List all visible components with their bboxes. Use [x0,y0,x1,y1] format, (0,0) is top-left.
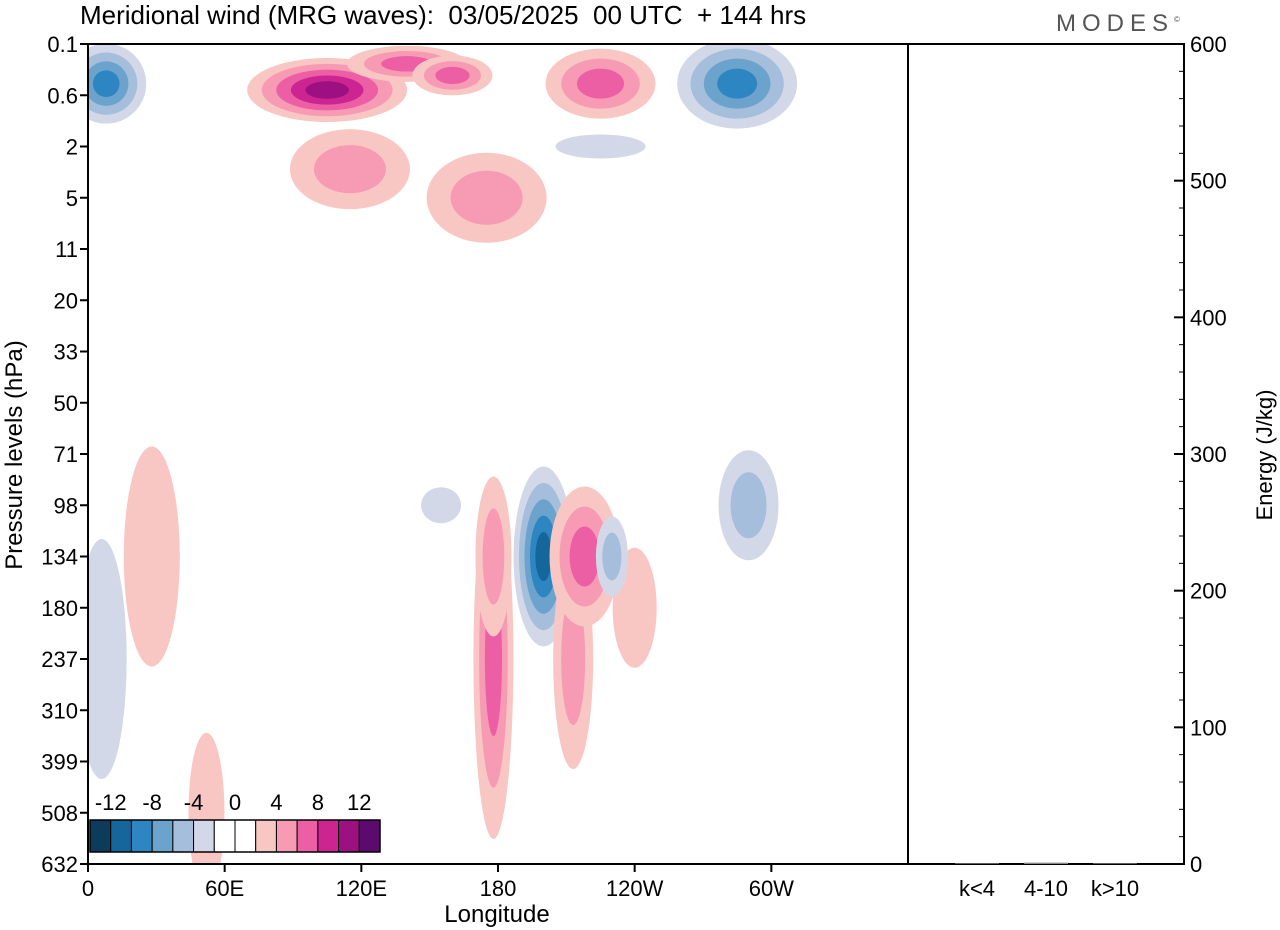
modes-logo: MODES© [1056,10,1180,37]
y-tick-label: 237 [41,647,78,672]
negative-contour [555,134,646,159]
energy-category-label: k>10 [1091,876,1139,901]
negative-contour [92,70,120,97]
colorbar-label: 12 [347,790,371,815]
energy-tick-label: 600 [1190,32,1227,57]
positive-contour [450,170,523,225]
colorbar-label: -8 [142,790,162,815]
x-tick-label: 60E [205,876,244,901]
colorbar-swatch [213,819,236,853]
y-tick-label: 98 [54,493,78,518]
colorbar-label: -12 [95,790,127,815]
positive-contour [569,526,600,587]
y-tick-label: 399 [41,750,78,775]
colorbar-swatch [338,819,360,853]
positive-contour [482,508,505,605]
x-tick-label: 120W [606,876,664,901]
y-tick-label: 0.6 [47,83,78,108]
energy-bar [1093,863,1137,864]
energy-frame [907,43,1185,865]
contour-field [88,44,798,864]
colorbar-swatch [234,819,257,853]
y-tick-label: 180 [41,596,78,621]
y-tick-label: 632 [41,852,78,877]
energy-tick-label: 100 [1190,715,1227,740]
colorbar-label: -4 [184,790,204,815]
chart-title: Meridional wind (MRG waves): 03/05/2025 … [80,0,807,30]
negative-contour [602,532,622,581]
colorbar-swatch [358,819,381,853]
y-tick-label: 11 [55,237,78,262]
energy-category-label: 4-10 [1024,876,1068,901]
y-tick-label: 0.1 [47,32,78,57]
y-axis-label: Pressure levels (hPa) [1,340,28,569]
energy-tick-label: 0 [1190,852,1202,877]
y-tick-label: 508 [41,801,78,826]
energy-tick-label: 400 [1190,305,1227,330]
pressure-axis: 0.1 0.6 2 5 11 20 33 50 71 98 134 180 237 310 399 508 63… [41,32,88,877]
colorbar-swatch [89,819,112,853]
positive-contour [305,81,349,99]
y-tick-label: 134 [41,545,78,570]
colorbar-swatch [151,819,174,853]
y-tick-label: 20 [54,288,78,313]
colorbar: -12 -8 -4 0 4 8 12 [89,790,381,853]
negative-contour [535,531,552,582]
negative-contour [717,68,758,99]
y-tick-label: 5 [66,186,78,211]
energy-tick-label: 200 [1190,579,1227,604]
y-tick-label: 71 [54,442,78,467]
positive-contour [561,593,586,725]
positive-contour [435,66,470,84]
longitude-axis: 0 60E 120E 180 120W 60W [82,864,794,901]
energy-category-label: k<4 [959,876,995,901]
colorbar-label: 0 [229,790,241,815]
negative-contour [88,539,127,779]
x-tick-label: 60W [749,876,794,901]
energy-bar [955,863,999,864]
positive-contour [123,446,180,667]
energy-bar [1024,862,1068,864]
y-tick-label: 50 [54,391,78,416]
colorbar-swatch [296,819,319,853]
x-tick-label: 0 [82,876,94,901]
negative-contour [421,487,462,524]
negative-contour [730,472,767,539]
x-tick-label: 120E [336,876,387,901]
colorbar-swatch [275,819,298,853]
colorbar-frame [89,819,381,853]
logo-text: MODES [1056,10,1175,37]
colorbar-swatch [130,819,153,853]
colorbar-swatch [172,819,195,853]
colorbar-label: 8 [312,790,324,815]
positive-contour [313,145,386,194]
energy-tick-label: 300 [1190,442,1227,467]
colorbar-swatch [317,819,340,853]
colorbar-label: 4 [270,790,282,815]
energy-bars: k<4 4-10 k>10 [955,862,1139,901]
energy-tick-label: 500 [1190,169,1227,194]
y-tick-label: 33 [54,340,78,365]
x-tick-label: 180 [480,876,517,901]
colorbar-swatch [110,819,132,853]
x-axis-label: Longitude [444,901,549,928]
y-tick-label: 2 [66,135,78,160]
positive-contour [576,68,625,99]
energy-axis-label: Energy (J/kg) [1252,390,1277,521]
colorbar-swatch [193,819,215,853]
colorbar-swatch [255,819,277,853]
y-tick-label: 310 [41,698,78,723]
energy-axis: 0 100 200 300 400 500 600 [1174,32,1227,877]
